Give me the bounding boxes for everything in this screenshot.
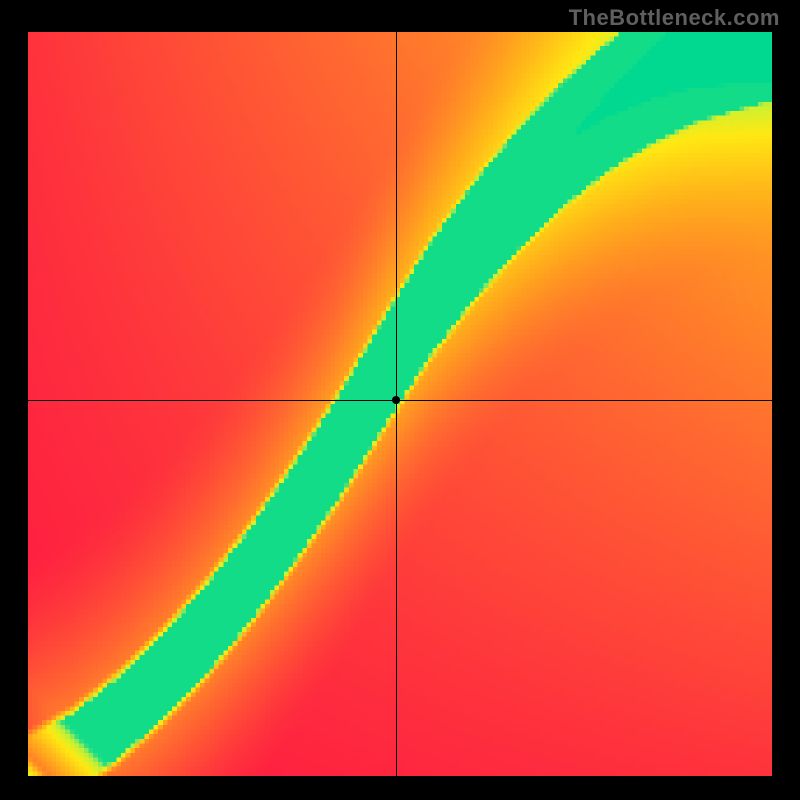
watermark-text: TheBottleneck.com [569,5,780,31]
chart-frame [28,32,772,776]
heatmap-canvas [28,32,772,776]
chart-container: TheBottleneck.com [0,0,800,800]
crosshair-marker [392,396,400,404]
